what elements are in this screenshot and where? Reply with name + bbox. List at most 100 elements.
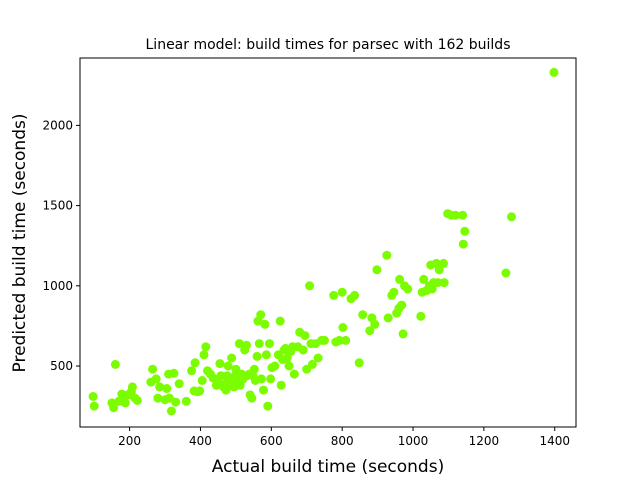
x-axis-ticks: 200 400 600 800 1000 1200 1400 (118, 427, 570, 448)
data-point (289, 369, 299, 379)
data-point (256, 374, 266, 384)
data-point (227, 353, 237, 363)
data-point (460, 226, 470, 236)
data-point (451, 210, 460, 220)
data-point (350, 290, 360, 300)
data-point (249, 364, 259, 374)
x-tick-label: 1200 (469, 434, 500, 448)
data-point (223, 361, 233, 371)
x-tick-label: 600 (260, 434, 283, 448)
data-point (389, 287, 399, 297)
data-point (247, 393, 257, 403)
data-point (501, 268, 511, 278)
data-point (260, 319, 270, 329)
data-point (148, 364, 158, 374)
data-point (398, 329, 408, 339)
data-point (151, 374, 161, 384)
data-point (169, 368, 179, 378)
data-point (433, 278, 443, 288)
data-point (127, 382, 137, 392)
data-point (88, 392, 98, 401)
data-point (439, 278, 449, 288)
data-point (341, 335, 351, 345)
data-point (383, 313, 393, 323)
data-point (370, 319, 380, 329)
y-tick-label: 1000 (42, 279, 73, 293)
data-point (155, 382, 165, 392)
data-point (197, 376, 207, 385)
data-point (166, 406, 176, 416)
data-point (215, 359, 225, 369)
data-point (458, 239, 468, 249)
chart-title: Linear model: build times for parsec wit… (146, 37, 511, 53)
data-point (338, 323, 348, 332)
data-point (334, 335, 344, 345)
data-point (439, 258, 448, 268)
data-point (171, 397, 181, 407)
x-tick-label: 1000 (398, 434, 429, 448)
data-point (266, 374, 276, 384)
data-point (313, 353, 323, 363)
data-point (261, 350, 271, 360)
data-point (434, 265, 444, 275)
data-point (549, 67, 559, 77)
data-point (337, 287, 347, 297)
data-point (89, 401, 99, 411)
data-point (110, 359, 120, 369)
data-point (252, 351, 262, 361)
x-tick-label: 800 (331, 434, 354, 448)
data-point (181, 396, 191, 406)
data-point (365, 326, 375, 336)
data-point (397, 300, 407, 310)
data-point (120, 398, 130, 408)
data-point (270, 361, 280, 371)
y-axis-ticks: 500 1000 1500 2000 (42, 118, 80, 373)
data-point (132, 396, 142, 405)
data-point (199, 350, 209, 360)
data-point (201, 342, 211, 352)
data-point (395, 274, 405, 284)
data-point (300, 331, 310, 341)
data-point (256, 310, 266, 320)
data-point (275, 316, 285, 326)
data-point (162, 384, 172, 393)
plot-frame (79, 57, 577, 428)
data-point (284, 361, 294, 371)
data-point (458, 210, 468, 220)
data-point (263, 401, 273, 411)
data-point (329, 290, 339, 300)
data-point (234, 339, 244, 349)
data-point (195, 386, 205, 396)
data-point (190, 358, 200, 368)
y-tick-label: 500 (50, 359, 73, 373)
data-point (259, 385, 268, 395)
y-axis-label: Predicted build time (seconds) (10, 114, 30, 373)
x-tick-label: 200 (118, 434, 141, 448)
data-point (307, 359, 317, 369)
data-point (358, 310, 368, 320)
data-point (320, 335, 329, 345)
data-point (164, 393, 174, 403)
data-point (372, 265, 382, 275)
data-point (305, 281, 315, 291)
x-axis-label: Actual build time (seconds) (212, 457, 444, 477)
data-point (298, 345, 308, 355)
data-point (242, 340, 251, 350)
data-point (419, 274, 429, 284)
data-point (153, 393, 163, 403)
data-point (382, 250, 392, 260)
data-point (254, 339, 264, 349)
data-point (416, 311, 426, 321)
data-points (88, 67, 559, 416)
data-point (187, 366, 197, 376)
data-point (403, 284, 413, 294)
y-tick-label: 1500 (42, 199, 73, 213)
data-point (109, 403, 119, 413)
data-point (507, 212, 516, 222)
x-tick-label: 400 (189, 434, 212, 448)
data-point (354, 358, 364, 368)
x-tick-label: 1400 (539, 434, 570, 448)
data-point (265, 339, 274, 349)
